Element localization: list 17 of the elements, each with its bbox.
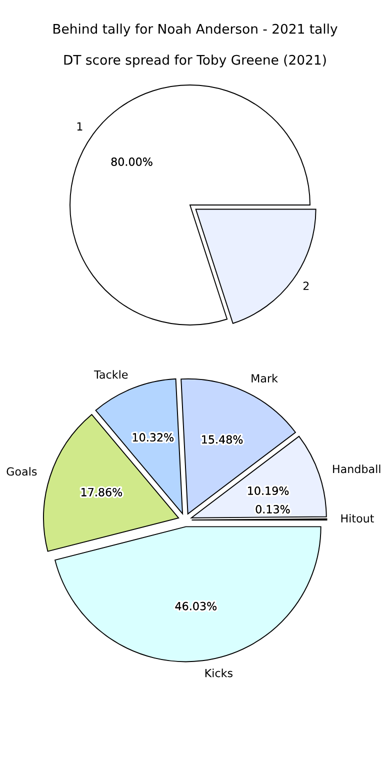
chart-title: DT score spread for Toby Greene (2021)	[64, 54, 326, 68]
slice-label: 2	[303, 282, 309, 290]
slice-label: Hitout	[341, 514, 374, 523]
slice-label: Goals	[6, 467, 37, 476]
data-label: 17.86%	[82, 488, 122, 496]
data-label: 0.13%	[256, 505, 290, 514]
data-label: 10.32%	[132, 433, 174, 442]
slice-label: Kicks	[205, 668, 232, 678]
data-label: 80.00%	[111, 158, 152, 166]
data-label: 10.19%	[248, 486, 289, 495]
slice-label: 1	[77, 122, 82, 130]
slice-label: Mark	[252, 374, 278, 383]
slice-label: Handball	[333, 464, 380, 474]
data-label: 46.03%	[175, 602, 216, 610]
slice-label: Tackle	[94, 370, 128, 379]
chart-title: Behind tally for Noah Anderson - 2021 tally	[54, 24, 338, 36]
data-label: 15.48%	[202, 435, 243, 444]
